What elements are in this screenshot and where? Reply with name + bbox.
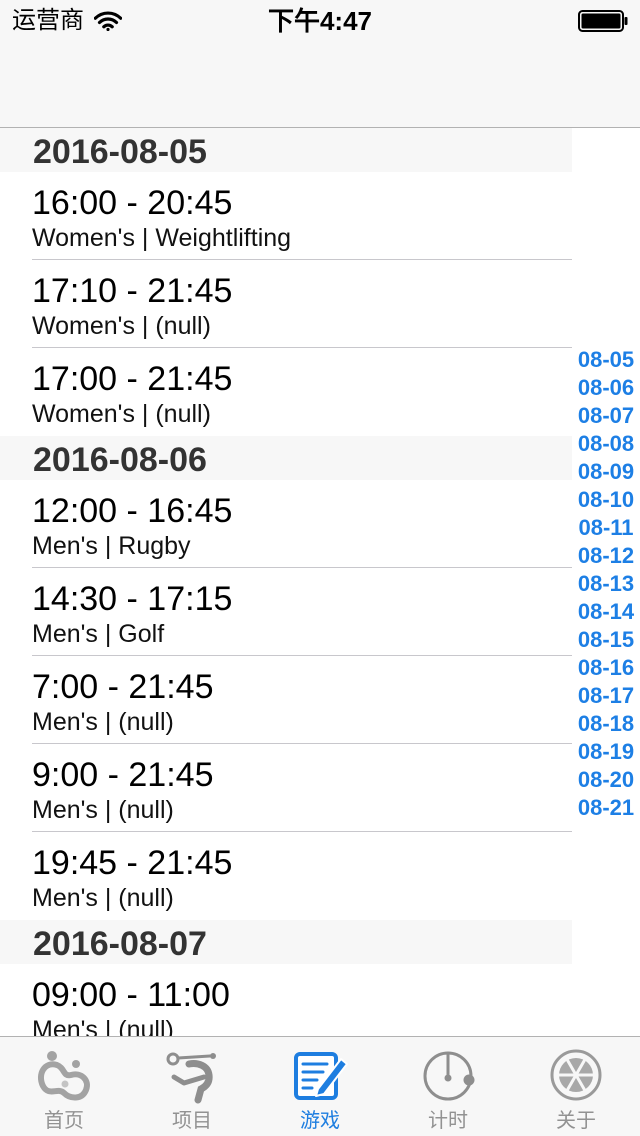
row-event-detail: Women's | (null) bbox=[32, 312, 211, 340]
table-row[interactable]: 17:00 - 21:45 Women's | (null) bbox=[0, 348, 572, 436]
tab-label: 项目 bbox=[172, 1110, 212, 1132]
row-time-range: 17:10 - 21:45 bbox=[32, 272, 233, 310]
schedule-table[interactable]: 2016-08-05 16:00 - 20:45 Women's | Weigh… bbox=[0, 128, 572, 1036]
section-header: 2016-08-07 bbox=[0, 920, 572, 964]
table-row[interactable]: 19:45 - 21:45 Men's | (null) bbox=[0, 832, 572, 920]
section-index-item[interactable]: 08-13 bbox=[577, 571, 635, 596]
citrus-slice-icon bbox=[547, 1046, 605, 1104]
nav-bar bbox=[0, 40, 640, 127]
section-index-item[interactable]: 08-11 bbox=[578, 515, 634, 540]
table-row[interactable]: 9:00 - 21:45 Men's | (null) bbox=[0, 744, 572, 832]
row-time-range: 14:30 - 17:15 bbox=[32, 580, 233, 618]
tab-sports[interactable]: 项目 bbox=[128, 1037, 256, 1136]
battery-icon bbox=[578, 10, 630, 32]
top-bar: 运营商 下午4:47 bbox=[0, 0, 640, 128]
section-index-item[interactable]: 08-18 bbox=[577, 711, 635, 736]
row-event-detail: Men's | (null) bbox=[32, 796, 174, 824]
section-index-item[interactable]: 08-19 bbox=[577, 739, 635, 764]
section-index-item[interactable]: 08-05 bbox=[577, 347, 635, 372]
row-time-range: 17:00 - 21:45 bbox=[32, 360, 233, 398]
row-event-detail: Men's | Golf bbox=[32, 620, 165, 648]
tab-label: 计时 bbox=[428, 1110, 468, 1132]
tab-home[interactable]: 首页 bbox=[0, 1037, 128, 1136]
row-time-range: 19:45 - 21:45 bbox=[32, 844, 233, 882]
section-header-date: 2016-08-05 bbox=[33, 133, 207, 171]
section-header: 2016-08-05 bbox=[0, 128, 572, 172]
row-time-range: 7:00 - 21:45 bbox=[32, 668, 214, 706]
row-event-detail: Men's | Rugby bbox=[32, 532, 191, 560]
row-time-range: 12:00 - 16:45 bbox=[32, 492, 233, 530]
table-row[interactable]: 16:00 - 20:45 Women's | Weightlifting bbox=[0, 172, 572, 260]
wifi-icon bbox=[93, 9, 123, 32]
row-event-detail: Women's | (null) bbox=[32, 400, 211, 428]
table-row[interactable]: 17:10 - 21:45 Women's | (null) bbox=[0, 260, 572, 348]
row-event-detail: Women's | Weightlifting bbox=[32, 224, 292, 252]
section-index-item[interactable]: 08-07 bbox=[577, 403, 635, 428]
athlete-icon bbox=[163, 1046, 221, 1104]
section-header: 2016-08-06 bbox=[0, 436, 572, 480]
section-index-item[interactable]: 08-06 bbox=[577, 375, 635, 400]
section-index-item[interactable]: 08-16 bbox=[577, 655, 635, 680]
table-row[interactable]: 09:00 - 11:00 Men's | (null) bbox=[0, 964, 572, 1036]
tab-label: 首页 bbox=[44, 1110, 84, 1132]
table-row[interactable]: 7:00 - 21:45 Men's | (null) bbox=[0, 656, 572, 744]
tab-about[interactable]: 关于 bbox=[512, 1037, 640, 1136]
section-index[interactable]: 08-05 08-06 08-07 08-08 08-09 08-10 08-1… bbox=[572, 346, 640, 822]
tab-label: 游戏 bbox=[300, 1110, 340, 1132]
row-event-detail: Men's | (null) bbox=[32, 1016, 174, 1036]
table-row[interactable]: 14:30 - 17:15 Men's | Golf bbox=[0, 568, 572, 656]
section-index-item[interactable]: 08-15 bbox=[577, 627, 635, 652]
section-header-date: 2016-08-06 bbox=[33, 441, 207, 479]
row-event-detail: Men's | (null) bbox=[32, 708, 174, 736]
section-index-item[interactable]: 08-21 bbox=[577, 795, 635, 820]
tab-label: 关于 bbox=[556, 1110, 596, 1132]
row-time-range: 16:00 - 20:45 bbox=[32, 184, 233, 222]
status-time: 下午4:47 bbox=[267, 6, 373, 36]
row-time-range: 9:00 - 21:45 bbox=[32, 756, 214, 794]
rio-logo-icon bbox=[35, 1046, 93, 1104]
section-index-item[interactable]: 08-12 bbox=[577, 543, 635, 568]
row-time-range: 09:00 - 11:00 bbox=[32, 976, 230, 1014]
row-event-detail: Men's | (null) bbox=[32, 884, 174, 912]
section-index-item[interactable]: 08-14 bbox=[577, 599, 635, 624]
carrier-label: 运营商 bbox=[12, 7, 84, 34]
tab-timer[interactable]: 计时 bbox=[384, 1037, 512, 1136]
tab-games[interactable]: 游戏 bbox=[256, 1037, 384, 1136]
notepad-pencil-icon bbox=[291, 1046, 349, 1104]
section-header-date: 2016-08-07 bbox=[33, 925, 207, 963]
tab-bar: 首页 项目 游戏 bbox=[0, 1036, 640, 1136]
section-index-item[interactable]: 08-08 bbox=[577, 431, 635, 456]
status-bar: 运营商 下午4:47 bbox=[0, 0, 640, 40]
section-index-item[interactable]: 08-10 bbox=[577, 487, 635, 512]
stopwatch-icon bbox=[419, 1046, 477, 1104]
section-index-item[interactable]: 08-20 bbox=[577, 767, 635, 792]
table-row[interactable]: 12:00 - 16:45 Men's | Rugby bbox=[0, 480, 572, 568]
section-index-item[interactable]: 08-17 bbox=[577, 683, 635, 708]
section-index-item[interactable]: 08-09 bbox=[577, 459, 635, 484]
